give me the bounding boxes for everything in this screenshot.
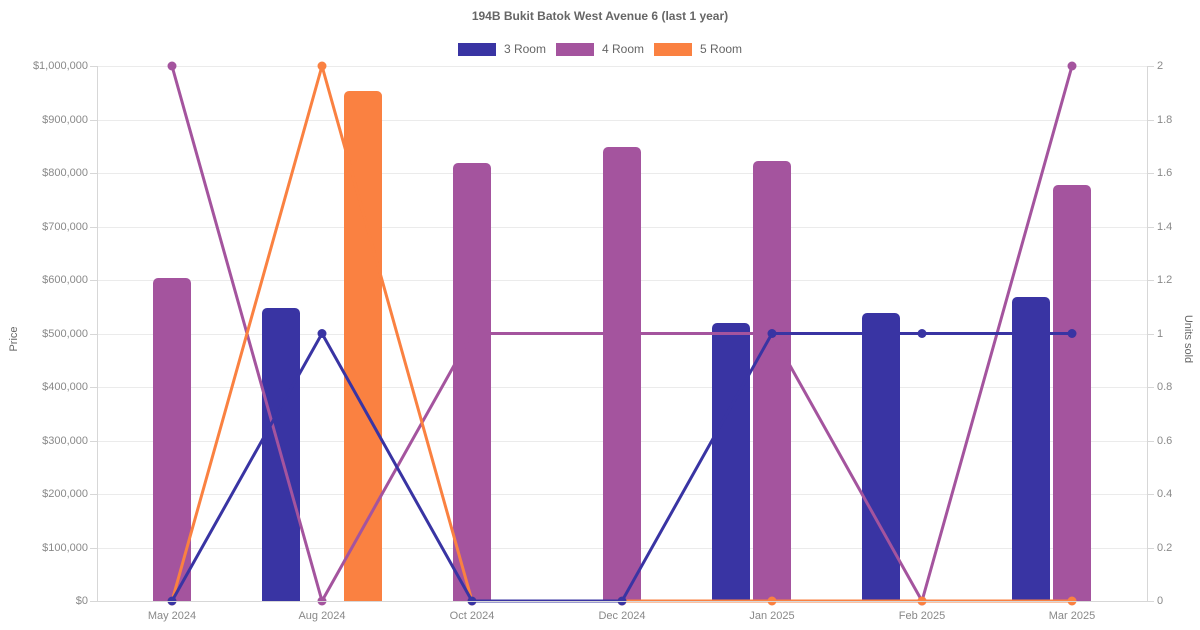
- bar-4-room-dec-2024[interactable]: [603, 147, 641, 601]
- tick-mark: [1147, 173, 1154, 174]
- point-3-room-feb-2025[interactable]: [917, 329, 927, 338]
- bar-3-room-mar-2025[interactable]: [1012, 297, 1050, 601]
- y-axis-tick-label: $0: [75, 595, 88, 607]
- y-axis-tick-label: 0.2: [1157, 541, 1173, 554]
- y-axis-tick-label: $900,000: [42, 113, 88, 126]
- bar-4-room-jan-2025[interactable]: [753, 160, 791, 601]
- tick-mark: [1147, 66, 1154, 67]
- tick-mark: [90, 66, 97, 67]
- y-axis-tick-label: 1.6: [1157, 167, 1173, 179]
- tick-mark: [1147, 440, 1154, 442]
- point-4-room-oct-2024[interactable]: [467, 329, 477, 338]
- bar-3-room-jan-2025[interactable]: [712, 322, 750, 601]
- y-axis-tick-label: $200,000: [42, 488, 88, 500]
- point-5-room-aug-2024[interactable]: [317, 61, 327, 71]
- legend-label: 3 Room: [503, 42, 546, 56]
- y-axis-tick-label: 1.8: [1157, 113, 1173, 126]
- legend: 3 Room 4 Room 5 Room: [0, 42, 1200, 56]
- legend-swatch-3-room: [457, 42, 496, 56]
- x-axis-tick-label-mar-2025: Mar 2025: [1048, 610, 1096, 622]
- tick-mark: [1147, 226, 1154, 228]
- y-axis-tick-label: 0: [1157, 595, 1164, 607]
- y-axis-tick-label: $800,000: [42, 167, 88, 179]
- y-axis-tick-label: $400,000: [42, 381, 88, 393]
- y-axis-tick-label: 1.2: [1157, 274, 1173, 286]
- tick-mark: [1147, 280, 1154, 281]
- x-axis-tick-label-oct-2024: Oct 2024: [449, 610, 495, 622]
- tick-mark: [90, 601, 97, 602]
- y-axis-tick-label: $500,000: [42, 327, 88, 340]
- point-3-room-mar-2025[interactable]: [1067, 329, 1077, 338]
- tick-mark: [90, 119, 97, 121]
- tick-mark: [1147, 333, 1154, 335]
- tick-mark: [90, 494, 97, 495]
- tick-mark: [90, 226, 97, 228]
- legend-item-3-room[interactable]: 3 Room: [457, 42, 546, 56]
- tick-mark: [90, 333, 97, 335]
- line-3-room: [170, 332, 1072, 603]
- y-axis-line-left: [97, 66, 98, 602]
- gridline: [97, 119, 1147, 121]
- y-axis-tick-label: 2: [1157, 60, 1164, 72]
- y-axis-tick-label: $600,000: [42, 274, 88, 286]
- tick-mark: [1147, 387, 1154, 388]
- tick-mark: [1147, 547, 1154, 549]
- point-3-room-aug-2024[interactable]: [317, 329, 327, 338]
- y-axis-tick-label: $100,000: [42, 541, 88, 554]
- x-axis-tick-label-dec-2024: Dec 2024: [598, 610, 646, 622]
- tick-mark: [90, 173, 97, 174]
- legend-swatch-5-room: [654, 42, 693, 56]
- gridline: [97, 66, 1147, 67]
- point-4-room-dec-2024[interactable]: [617, 329, 627, 338]
- chart-title: 194B Bukit Batok West Avenue 6 (last 1 y…: [471, 9, 729, 23]
- y-axis-tick-label: $700,000: [42, 220, 88, 233]
- y-axis-tick-label: 0.6: [1157, 434, 1173, 447]
- point-4-room-mar-2025[interactable]: [1067, 61, 1077, 71]
- y-axis-tick-label: 1.4: [1157, 220, 1173, 233]
- tick-mark: [1147, 119, 1154, 121]
- tick-mark: [90, 547, 97, 549]
- tick-mark: [90, 280, 97, 281]
- legend-item-4-room[interactable]: 4 Room: [555, 42, 645, 56]
- bar-5-room-aug-2024[interactable]: [344, 91, 382, 601]
- tick-mark: [1147, 601, 1154, 602]
- y-axis-tick-label: 0.8: [1157, 381, 1173, 393]
- x-axis-tick-label-jan-2025: Jan 2025: [749, 610, 795, 622]
- tick-mark: [1147, 494, 1154, 495]
- bar-4-room-oct-2024[interactable]: [453, 163, 491, 601]
- point-4-room-may-2024[interactable]: [167, 61, 177, 71]
- point-3-room-jan-2025[interactable]: [767, 329, 777, 338]
- tick-mark: [90, 440, 97, 442]
- legend-label: 5 Room: [700, 42, 743, 56]
- x-axis-tick-label-aug-2024: Aug 2024: [298, 610, 346, 622]
- y-axis-line-right: [1147, 66, 1148, 602]
- tick-mark: [90, 387, 97, 388]
- legend-label: 4 Room: [601, 42, 645, 56]
- bar-4-room-mar-2025[interactable]: [1053, 184, 1091, 601]
- x-axis-line: [97, 601, 1148, 602]
- y-axis-tick-label: $1,000,000: [32, 60, 88, 72]
- lines-layer: [167, 61, 1077, 606]
- legend-swatch-4-room: [555, 42, 594, 56]
- y-axis-tick-label: $300,000: [42, 434, 88, 447]
- legend-item-5-room[interactable]: 5 Room: [654, 42, 742, 56]
- y-axis-tick-label: 1: [1157, 327, 1164, 340]
- plot-area: [90, 61, 1154, 606]
- bar-4-room-may-2024[interactable]: [153, 278, 191, 601]
- x-axis-tick-label-feb-2025: Feb 2025: [898, 610, 946, 622]
- y-axis-tick-label: 0.4: [1157, 488, 1173, 500]
- x-axis-tick-label-may-2024: May 2024: [147, 610, 197, 622]
